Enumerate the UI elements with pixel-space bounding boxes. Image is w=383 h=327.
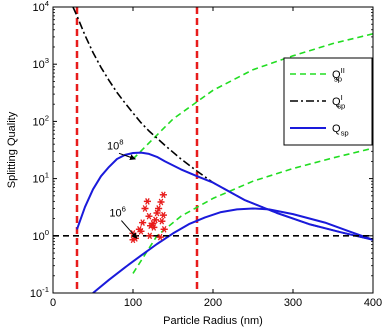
x-tick-label-0: 0 [50,297,56,309]
annotation-arrow-1 [121,220,138,239]
y-tick-label-0: 10-1 [30,285,49,300]
scatter-point-7 [145,212,153,220]
scatter-point-6 [143,198,151,205]
scatter-point-17 [160,225,168,233]
scatter-point-14 [159,211,167,219]
scatter-point-9 [150,224,158,231]
scatter-point-16 [158,217,166,225]
scatter-point-20 [135,225,143,233]
legend: QII sp QI sp Qsp [283,57,373,146]
x-tick-label-3: 300 [284,297,302,309]
scatter-point-18 [156,233,164,241]
y-tick-label-3: 102 [32,113,49,128]
series-line-1 [132,147,373,274]
x-axis-label: Particle Radius (nm) [163,315,263,327]
scatter-point-21 [149,220,157,227]
plot-frame [52,6,374,294]
scatter-point-19 [146,232,154,240]
annotation-arrow-0 [118,152,136,161]
y-tick-label-4: 103 [32,56,49,71]
scatter-point-4 [139,219,147,226]
scatter-point-13 [157,198,165,206]
y-tick-label-2: 101 [32,171,49,186]
scatter-point-15 [159,191,167,199]
series-layer [53,7,373,293]
legend-label-0: QII sp [332,66,345,83]
legend-label-1: QI sp [332,93,345,110]
legend-label-2: Qsp [332,123,349,137]
y-tick-label-1: 100 [32,228,49,243]
scatter-point-11 [153,209,161,217]
scatter-point-5 [141,205,149,212]
x-tick-label-4: 400 [364,297,382,309]
annotation-label-1: 106 [109,205,126,220]
axes-layer: 0 100 200 300 400 10-1 100 101 102 103 104 [30,0,382,309]
x-tick-label-1: 100 [124,297,142,309]
x-tick-label-2: 200 [204,297,222,309]
scatter-point-12 [155,205,163,212]
series-line-3 [76,151,373,241]
annotation-label-0: 108 [107,137,124,152]
series-line-4 [92,207,373,293]
y-axis-label: Splitting Quality [6,111,18,188]
series-line-0 [132,33,373,160]
annotation-layer: 108 106 [107,137,138,239]
legend-box [283,57,373,146]
y-tick-label-5: 104 [32,0,49,14]
